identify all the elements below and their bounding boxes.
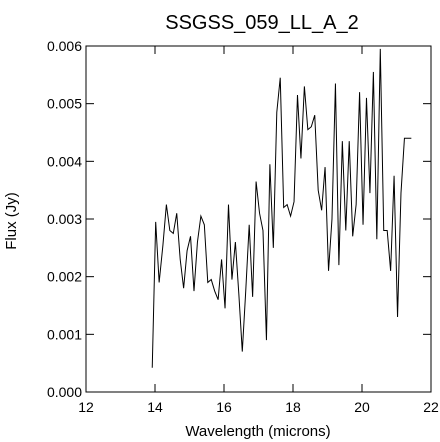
y-tick-label: 0.003 [47,211,82,227]
y-tick-label: 0.004 [47,153,82,169]
y-tick-label: 0.006 [47,38,82,54]
y-axis-label: Flux (Jy) [3,192,20,250]
x-tick-label: 20 [354,399,370,415]
x-axis: 12 14 16 18 20 22 [78,46,439,415]
x-tick-label: 18 [285,399,301,415]
y-tick-label: 0.000 [47,384,82,400]
x-tick-label: 16 [216,399,232,415]
y-tick-label: 0.005 [47,96,82,112]
x-tick-label: 22 [423,399,439,415]
x-axis-label: Wavelength (microns) [185,423,330,440]
x-tick-label: 12 [78,399,94,415]
y-tick-label: 0.001 [47,326,82,342]
x-tick-label: 14 [147,399,163,415]
chart-title: SSGSS_059_LL_A_2 [165,12,359,34]
y-axis: 0.000 0.001 0.002 0.003 0.004 0.005 0.006 [47,38,431,400]
series-line [151,48,412,368]
y-tick-label: 0.002 [47,269,82,285]
